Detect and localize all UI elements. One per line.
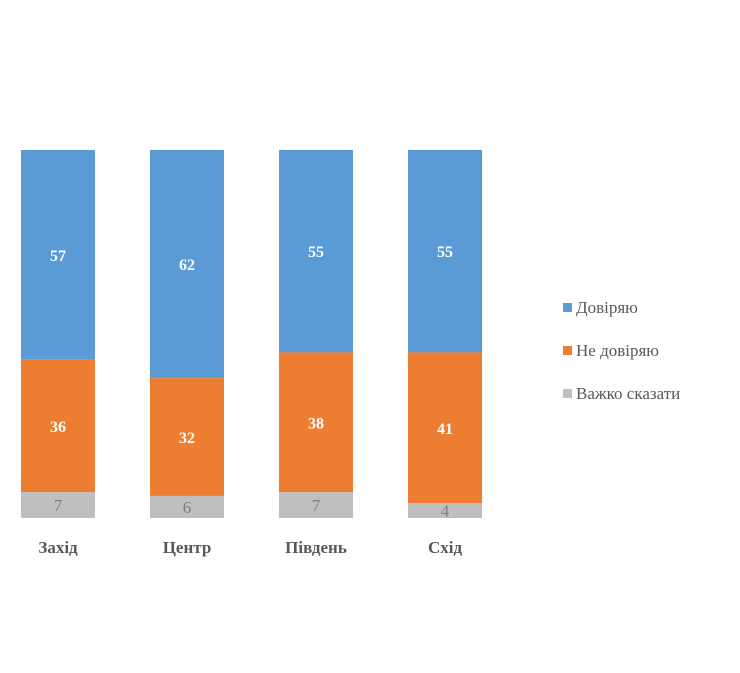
legend-item-distrust: Не довіряю: [563, 329, 680, 372]
bar-segment: [408, 503, 482, 518]
legend-swatch-trust: [563, 303, 572, 312]
bar-segment: [150, 150, 224, 379]
data-label: 7: [54, 496, 63, 515]
data-label: 41: [437, 421, 453, 438]
data-label: 62: [179, 257, 195, 274]
bar-segment: [21, 492, 95, 518]
x-tick-label: Південь: [285, 538, 347, 557]
legend-label: Не довіряю: [576, 340, 659, 360]
x-tick-label: Центр: [163, 538, 212, 557]
bar-segment: [408, 352, 482, 504]
bar-segment: [279, 150, 353, 353]
legend-label: Довіряю: [576, 297, 638, 317]
data-label: 55: [308, 244, 324, 261]
data-label: 6: [183, 498, 192, 517]
legend-item-hard-to-say: Важко сказати: [563, 372, 680, 415]
data-label: 36: [50, 419, 66, 436]
legend: Довіряю Не довіряю Важко сказати: [563, 286, 680, 415]
legend-swatch-hard-to-say: [563, 389, 572, 398]
bar-segment: [279, 352, 353, 493]
data-label: 32: [179, 430, 195, 447]
data-label: 7: [312, 496, 321, 515]
x-tick-label: Схід: [428, 538, 463, 557]
bar-segment: [150, 378, 224, 496]
legend-label: Важко сказати: [576, 383, 681, 403]
bar-segment: [408, 150, 482, 353]
legend-swatch-distrust: [563, 346, 572, 355]
data-label: 38: [308, 415, 324, 432]
bar-segment: [21, 150, 95, 360]
data-label: 55: [437, 244, 453, 261]
data-label: 57: [50, 248, 66, 265]
bar-segment: [279, 492, 353, 518]
x-tick-label: Захід: [38, 538, 78, 557]
data-label: 4: [441, 502, 450, 521]
legend-item-trust: Довіряю: [563, 286, 680, 329]
bar-segment: [21, 359, 95, 493]
bar-segment: [150, 495, 224, 518]
